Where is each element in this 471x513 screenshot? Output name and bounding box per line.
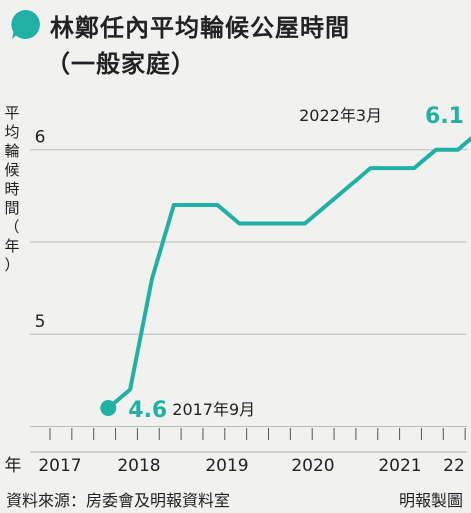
start-point xyxy=(100,400,117,416)
data-series xyxy=(100,135,471,416)
y-axis-label-char: （ xyxy=(4,218,19,236)
y-tick-label: 6 xyxy=(35,128,46,148)
x-tick-label: 2021 xyxy=(378,456,421,476)
gridlines xyxy=(30,149,467,427)
chart-title-line1: 林鄭任內平均輪候公屋時間 xyxy=(50,14,350,42)
y-tick-label: 5 xyxy=(35,312,46,332)
end-date-label: 2022年3月 xyxy=(299,106,382,125)
y-axis-label-char: 平 xyxy=(4,104,19,122)
start-date-label: 2017年9月 xyxy=(172,400,255,419)
series-line xyxy=(106,135,471,410)
x-tick-label: 2018 xyxy=(117,456,160,476)
graphic-credit: 明報製圖 xyxy=(398,491,463,510)
x-tick-label: 22 xyxy=(443,456,465,476)
x-tick-label: 2017 xyxy=(38,456,81,476)
y-tick-labels: 56 xyxy=(35,128,46,333)
y-axis-label-char: ） xyxy=(4,256,19,274)
y-axis-label-char: 間 xyxy=(4,199,19,217)
source-note: 資料來源：房委會及明報資料室 xyxy=(6,491,231,510)
value-annotations: 4.6 2017年9月 2022年3月 6.1 xyxy=(128,104,464,423)
y-axis-label-char: 時 xyxy=(4,180,19,198)
header-speech-bubble-icon xyxy=(11,9,40,39)
y-axis-label-char: 候 xyxy=(4,161,19,179)
chart-title-line2: （一般家庭） xyxy=(46,50,196,78)
end-value-label: 6.1 xyxy=(425,104,464,129)
x-axis: 2017 2018 2019 2020 2021 22 年 xyxy=(5,428,467,476)
x-axis-label: 年 xyxy=(5,456,22,476)
x-tick-label: 2019 xyxy=(205,456,248,476)
start-value-label: 4.6 xyxy=(128,398,167,423)
y-axis-label-char: 年 xyxy=(4,237,19,255)
x-tick-label: 2020 xyxy=(291,456,334,476)
y-axis-label-char: 輪 xyxy=(4,142,19,160)
y-axis-label-char: 均 xyxy=(4,123,19,141)
